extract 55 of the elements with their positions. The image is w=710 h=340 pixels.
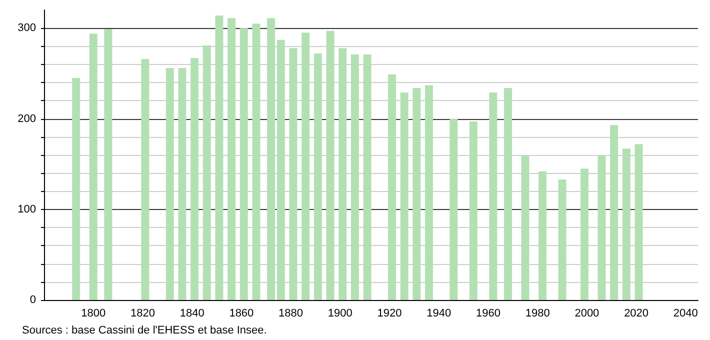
bar xyxy=(610,125,618,300)
source-note: Sources : base Cassini de l'EHESS et base Insee. xyxy=(22,324,267,336)
bar xyxy=(202,45,211,300)
bar xyxy=(469,121,478,300)
x-tick-label: 1800 xyxy=(81,308,106,320)
bar xyxy=(538,171,547,300)
bar xyxy=(72,78,80,300)
x-tick-label: 2020 xyxy=(624,308,649,320)
bar xyxy=(521,155,530,300)
bar xyxy=(141,58,150,300)
bar xyxy=(400,92,408,300)
x-tick-label: 1880 xyxy=(278,308,304,320)
bar xyxy=(350,54,359,300)
y-tick-label: 100 xyxy=(18,203,36,216)
bar xyxy=(598,155,606,300)
x-tick-label: 1980 xyxy=(525,308,550,320)
bar xyxy=(215,15,224,300)
bar xyxy=(240,28,248,300)
bar xyxy=(89,34,98,300)
bar xyxy=(314,54,322,300)
bar xyxy=(363,54,372,300)
bar xyxy=(412,88,421,300)
y-tick-label: 300 xyxy=(18,22,36,34)
bar xyxy=(580,168,588,300)
bar xyxy=(424,85,433,300)
bar xyxy=(190,58,199,300)
x-tick-label: 2040 xyxy=(673,308,698,320)
x-tick-label: 1940 xyxy=(426,308,452,320)
bar xyxy=(302,32,310,300)
bar xyxy=(267,18,276,300)
x-tick-label: 1820 xyxy=(130,308,155,320)
bar xyxy=(338,48,347,300)
bar xyxy=(450,118,458,300)
bar xyxy=(504,88,512,300)
bar xyxy=(178,68,186,300)
bar xyxy=(166,68,174,300)
x-tick-label: 1840 xyxy=(180,308,204,320)
bar xyxy=(489,92,498,300)
x-tick-label: 1920 xyxy=(377,308,402,320)
bar xyxy=(104,29,112,300)
y-tick-label: 200 xyxy=(18,112,36,125)
bar xyxy=(622,148,630,300)
x-tick-label: 2000 xyxy=(574,308,600,320)
bar xyxy=(252,24,260,300)
y-tick-label: 0 xyxy=(30,294,36,306)
bar xyxy=(276,40,285,300)
bar xyxy=(228,18,236,300)
x-tick-label: 1900 xyxy=(328,308,352,320)
bar xyxy=(634,144,643,300)
x-tick-label: 1960 xyxy=(476,308,500,320)
bar xyxy=(388,74,396,300)
bar xyxy=(558,179,566,300)
bar xyxy=(326,30,334,300)
bar xyxy=(289,48,298,300)
x-tick-label: 1860 xyxy=(229,308,254,320)
